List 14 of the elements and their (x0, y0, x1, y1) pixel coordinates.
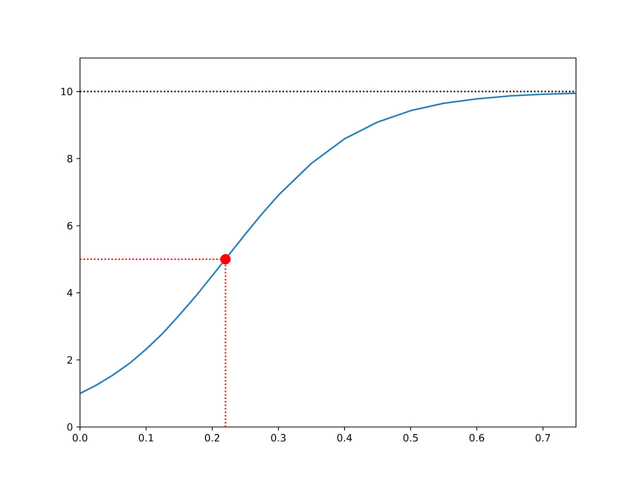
x-tick-label: 0.2 (205, 434, 220, 442)
x-tick-label: 0.4 (337, 434, 352, 442)
x-tick-label: 0.6 (470, 434, 484, 442)
x-tick-label: 0.1 (138, 434, 154, 442)
y-tick-label: 2 (67, 356, 72, 364)
y-tick-label: 4 (67, 289, 72, 296)
y-tick-label: 8 (67, 154, 72, 162)
x-tick-label: 0.7 (536, 434, 550, 442)
y-tick-label: 10 (61, 88, 72, 96)
y-tick-label: 0 (67, 423, 72, 431)
x-tick-label: 0.3 (271, 434, 286, 442)
y-tick-label: 6 (67, 222, 72, 230)
x-tick-label: 0.0 (72, 434, 88, 442)
x-tick-label: 0.5 (403, 434, 418, 442)
